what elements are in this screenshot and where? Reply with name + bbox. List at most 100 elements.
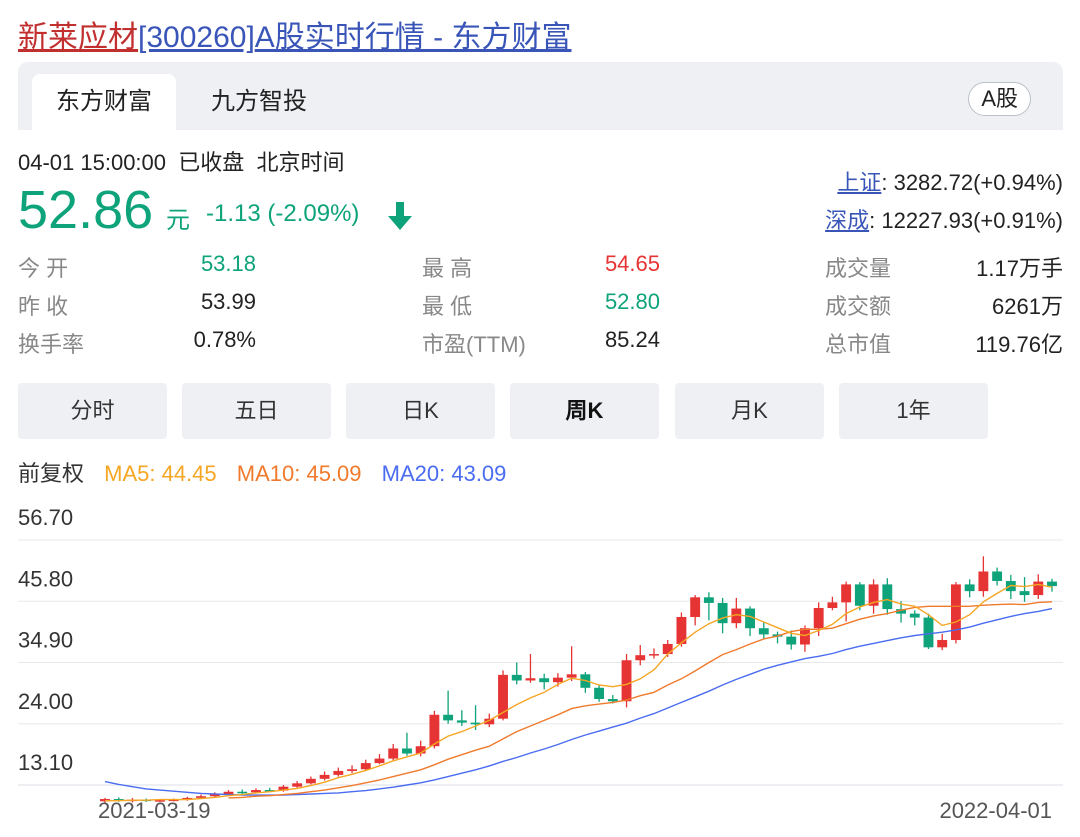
index-shenzhen-name[interactable]: 深成 [825,208,870,233]
candle-up [676,616,687,644]
candle-up [347,769,357,771]
candle-down [992,571,1003,582]
candle-down [113,799,124,801]
y-tick-label: 34.90 [18,628,73,653]
stat-low-label: 最 低 [422,294,473,319]
stat-prev-close-value: 53.99 [200,289,256,314]
period-intraday-button[interactable]: 分时 [18,383,167,439]
candle-up [209,793,220,797]
title-rest[interactable]: A股实时行情 - 东方财富 [254,21,572,54]
tab-jiufang[interactable]: 九方智投 [211,88,307,115]
arrow-down-icon [388,202,412,230]
candle-down [745,608,755,629]
candle-up [827,602,838,608]
candle-up [731,608,742,624]
candle-up [635,655,646,661]
period-daily-k-button[interactable]: 日K [346,383,495,439]
candle-up [388,748,399,759]
stat-high-label: 最 高 [422,256,473,281]
candle-up [978,571,989,592]
price-change: -1.13 (-2.09%) [206,200,360,227]
stat-low-value: 52.80 [604,289,660,314]
candle-down [594,687,605,700]
candle-down [511,674,522,681]
candle-up [484,718,495,725]
x-end-label: 2022-04-01 [939,798,1052,823]
candle-down [882,584,893,610]
candle-up [525,678,536,681]
ma20-line [104,607,1053,796]
market-status: 已收盘 [178,150,245,175]
stat-volume-label: 成交量 [825,256,892,281]
candle-up [292,783,303,787]
period-1year-button[interactable]: 1年 [839,383,988,439]
candle-up [662,643,673,655]
candle-up [168,799,179,802]
stat-mktcap-label: 总市值 [825,332,892,357]
candle-up [552,677,563,683]
stat-volume-value: 1.17万手 [976,256,1063,281]
candle-down [703,597,714,603]
candle-down [1019,591,1030,596]
candle-up [1033,581,1044,596]
title-stock-name[interactable]: 新莱应材 [18,21,138,54]
adjust-mode-label[interactable]: 前复权 [18,461,85,486]
candle-down [539,678,550,683]
price-unit: 元 [166,207,190,234]
weekly-k-chart[interactable]: 56.70 45.80 34.90 24.00 13.10 2021-03-19 2022-… [0,495,1080,837]
y-tick-label: 56.70 [18,505,73,530]
candle-down [402,748,412,754]
quote-datetime: 04-01 15:00:00 已收盘 北京时间 [18,145,345,177]
candle-up [374,758,385,764]
candle-down [717,602,728,624]
stat-prev-close-label: 昨 收 [18,294,69,319]
ma5-legend: MA5: 44.45 [104,461,217,486]
candle-up [182,797,193,800]
candle-up [278,786,289,791]
candle-down [237,791,248,794]
candle-down [456,720,467,723]
period-weekly-k-button[interactable]: 周K [510,383,659,439]
candle-up [319,774,330,779]
candle-up [937,640,948,648]
candle-down [896,609,906,614]
candle-down [607,699,618,702]
ma10-line [228,601,1053,799]
timezone-label: 北京时间 [256,150,345,175]
candle-up [305,778,316,784]
candle-down [470,722,481,725]
candle-up [429,714,440,747]
candle-down [854,584,865,606]
current-price: 52.86 [18,180,154,240]
candle-down [1047,581,1057,587]
page-title[interactable]: 新莱应材[300260]A股实时行情 - 东方财富 [18,12,571,56]
stat-mktcap-value: 119.76亿 [975,332,1063,357]
title-stock-code[interactable]: [300260] [138,21,255,54]
ma-legend: 前复权 MA5: 44.45 MA10: 45.09 MA20: 43.09 [18,456,520,488]
candle-up [868,584,879,606]
index-shanghai-value: : 3282.72(+0.94%) [881,170,1063,195]
candle-up [841,584,852,603]
y-tick-label: 13.10 [18,750,73,775]
stat-amount-label: 成交额 [825,294,892,319]
index-shanghai-name[interactable]: 上证 [837,170,882,195]
candle-down [443,714,454,721]
tab-eastmoney[interactable]: 东方财富 [32,74,176,130]
candle-up [154,800,165,802]
period-5day-button[interactable]: 五日 [182,383,331,439]
period-monthly-k-button[interactable]: 月K [675,383,824,439]
candle-down [786,636,797,645]
candle-up [251,790,261,793]
market-badge[interactable]: A股 [968,82,1031,116]
y-tick-label: 24.00 [18,689,73,714]
index-shenzhen: 深成: 12227.93(+0.91%) [825,203,1063,235]
candle-down [264,790,275,792]
candle-up [360,763,371,770]
ma10-legend: MA10: 45.09 [236,461,362,486]
stat-turnover-value: 0.78% [193,327,256,352]
candle-down [923,617,934,648]
candle-up [498,674,508,719]
quote-time: 04-01 15:00:00 [18,150,167,175]
ma5-line [105,583,1053,802]
index-shenzhen-value: : 12227.93(+0.91%) [869,208,1063,233]
